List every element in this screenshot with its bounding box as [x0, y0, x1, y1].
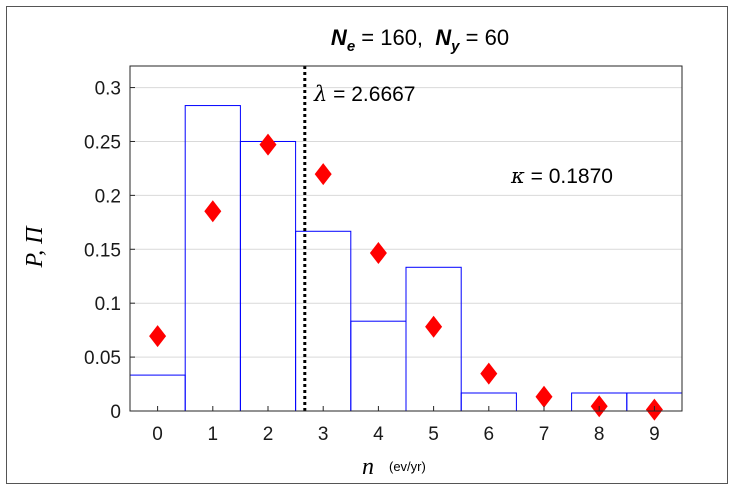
title-ne-value: = 160,	[355, 25, 435, 50]
x-axis-unit: (ev/yr)	[389, 459, 426, 474]
x-tick-label: 1	[208, 424, 219, 445]
x-tick-label: 6	[484, 424, 495, 445]
y-tick-label: 0.25	[84, 132, 121, 153]
diamond-marker	[535, 385, 553, 408]
bar	[239, 140, 297, 412]
diamond-marker	[204, 200, 222, 223]
bar	[184, 105, 241, 412]
kappa-value: = 0.1870	[525, 165, 613, 188]
x-tick-label: 2	[263, 424, 274, 445]
diamond-marker	[369, 242, 387, 265]
bar	[129, 374, 186, 412]
x-tick-label: 9	[649, 424, 660, 445]
diamond-marker	[259, 133, 277, 156]
bars	[129, 105, 683, 412]
axes-box	[129, 65, 683, 412]
x-tick-label: 5	[428, 424, 439, 445]
y-tick-label: 0.05	[84, 348, 121, 369]
x-tick-label: 3	[318, 424, 329, 445]
figure-frame	[6, 6, 728, 484]
diamond-marker	[149, 325, 167, 348]
diamond-markers	[149, 133, 663, 421]
chart-title: Ne = 160, Ny = 60	[331, 25, 509, 55]
bar	[405, 266, 462, 412]
title-ny-symbol: N	[435, 25, 452, 50]
y-axis-label: P, Π	[22, 225, 48, 269]
y-ticks: 0 0.05 0.1 0.15 0.2 0.25 0.3	[84, 79, 135, 423]
title-ny-value: = 60	[460, 25, 510, 50]
y-tick-label: 0.3	[95, 79, 121, 100]
kappa-symbol: κ	[510, 164, 525, 188]
x-tick-label: 4	[373, 424, 384, 445]
x-tick-label: 8	[594, 424, 605, 445]
lambda-symbol: λ	[313, 82, 327, 106]
x-tick-label: 7	[539, 424, 550, 445]
title-ny-subscript: y	[450, 38, 460, 55]
x-ticks: 0 1 2 3 4 5 6 7 8 9	[152, 406, 660, 445]
y-tick-label: 0	[110, 402, 121, 423]
lambda-label: λ = 2.6667	[313, 82, 415, 106]
y-tick-label: 0.2	[95, 186, 121, 207]
y-tick-label: 0.1	[95, 294, 121, 315]
y-tick-label: 0.15	[84, 240, 121, 261]
diamond-marker	[425, 315, 443, 338]
kappa-annotation: κ = 0.1870	[510, 164, 613, 188]
grid	[130, 87, 682, 358]
title-ne-symbol: N	[331, 25, 348, 50]
diamond-marker	[480, 362, 498, 385]
title-ne-subscript: e	[347, 38, 355, 55]
x-axis-label: n	[362, 454, 374, 480]
x-tick-label: 0	[152, 424, 163, 445]
lambda-value: = 2.6667	[327, 83, 415, 106]
diamond-marker	[314, 163, 332, 186]
bar	[350, 320, 407, 412]
